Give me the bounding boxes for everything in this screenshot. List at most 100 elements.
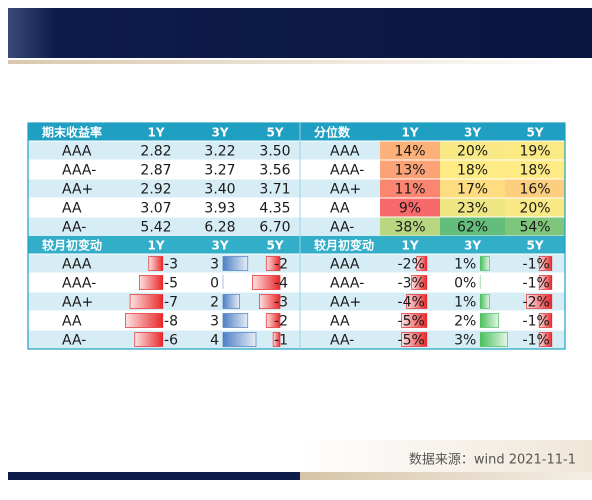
column-header: 5Y: [266, 239, 283, 253]
heat-cell: [380, 198, 440, 217]
data-bar-negative: [526, 294, 553, 309]
cell-value: -3: [164, 257, 178, 273]
cell-value: 3%: [454, 333, 476, 349]
column-header: 1Y: [401, 126, 418, 140]
cell-value: -2: [274, 314, 288, 330]
cell-value: 3.93: [204, 201, 235, 217]
column-header: 3Y: [464, 239, 481, 253]
cell-value: 9%: [399, 201, 421, 217]
data-bar-positive: [479, 332, 508, 347]
header-row: [28, 123, 300, 141]
column-header: 1Y: [401, 239, 418, 253]
cell-value: -3%: [398, 276, 425, 292]
cell-value: 6.28: [204, 220, 235, 236]
data-bar-positive: [222, 256, 249, 271]
heat-cell: [380, 179, 440, 198]
data-bar-positive: [479, 313, 499, 328]
heat-cell: [505, 141, 565, 160]
cell-value: 1%: [454, 295, 476, 311]
cell-value: 0%: [454, 276, 476, 292]
cell-value: 1%: [454, 257, 476, 273]
heat-cell: [440, 160, 505, 179]
row-label: AAA: [330, 257, 360, 273]
row-label: AA+: [330, 295, 361, 311]
data-bar-negative: [134, 332, 164, 347]
cell-value: 38%: [394, 220, 425, 236]
data-bar-negative: [538, 313, 553, 328]
column-header: 5Y: [266, 126, 283, 140]
cell-value: -1%: [523, 276, 550, 292]
cell-value: -6: [164, 333, 178, 349]
heat-cell: [505, 198, 565, 217]
cell-value: 2.82: [140, 144, 171, 160]
column-header: 1Y: [147, 126, 164, 140]
row-label: AA+: [62, 295, 93, 311]
cell-value: 3: [210, 257, 219, 273]
source-note: 数据来源：wind 2021-11-1: [409, 453, 576, 468]
cell-value: -2%: [523, 295, 550, 311]
table-border: [27, 122, 566, 350]
cell-value: 17%: [457, 182, 488, 198]
top-banner: [8, 8, 592, 58]
cell-value: 3: [210, 314, 219, 330]
cell-value: 2: [210, 295, 219, 311]
cell-value: -1%: [523, 314, 550, 330]
row-background: [300, 273, 565, 292]
row-label: AAA-: [62, 276, 96, 292]
heat-cell: [440, 217, 505, 236]
data-bar-negative: [125, 313, 164, 328]
row-background: [28, 160, 300, 179]
heat-cell: [380, 160, 440, 179]
header-title: 分位数: [314, 125, 351, 140]
data-bar-negative: [401, 313, 428, 328]
cell-value: -3: [274, 295, 288, 311]
data-bar-negative: [538, 332, 553, 347]
data-bar-negative: [139, 275, 164, 290]
cell-value: -1%: [523, 333, 550, 349]
row-label: AAA: [330, 144, 360, 160]
cell-value: 16%: [519, 182, 550, 198]
row-label: AA-: [62, 220, 86, 236]
column-header: 3Y: [464, 126, 481, 140]
row-label: AAA: [62, 257, 92, 273]
data-bar-negative: [259, 294, 281, 309]
data-bar-positive: [479, 256, 490, 271]
data-bar-negative: [148, 256, 164, 271]
table: 期末收益率 1Y 3Y 5Y AAA 2.82 3.22 3.50 AAA- 2.87 3.27 3.…: [27, 122, 566, 350]
heat-cell: [380, 141, 440, 160]
heat-cell: [440, 141, 505, 160]
row-background: [28, 217, 300, 236]
cell-value: 2%: [454, 314, 476, 330]
data-bar-negative: [416, 256, 428, 271]
data-bar-negative: [265, 256, 281, 271]
row-label: AAA-: [62, 163, 96, 179]
data-bar-negative: [411, 275, 428, 290]
cell-value: 20%: [457, 144, 488, 160]
cell-value: -1: [274, 333, 288, 349]
cell-value: 3.71: [259, 182, 290, 198]
heat-cell: [505, 160, 565, 179]
heat-cell: [440, 179, 505, 198]
cell-value: 18%: [519, 163, 550, 179]
cell-value: 11%: [394, 182, 425, 198]
cell-value: 54%: [519, 220, 550, 236]
header-title: 较月初变动: [314, 238, 374, 253]
row-background: [28, 179, 300, 198]
footer-bar-light: [300, 472, 592, 480]
cell-value: -2: [274, 257, 288, 273]
row-background: [28, 273, 300, 292]
cell-value: 19%: [519, 144, 550, 160]
column-header: 5Y: [526, 239, 543, 253]
cell-value: 6.70: [259, 220, 290, 236]
data-bar-negative: [538, 275, 553, 290]
row-label: AA-: [62, 333, 86, 349]
row-label: AA: [330, 201, 350, 217]
row-label: AAA-: [330, 276, 364, 292]
data-bar-negative: [401, 332, 428, 347]
column-header: 1Y: [147, 239, 164, 253]
cell-value: 13%: [394, 163, 425, 179]
data-bar-negative: [272, 332, 281, 347]
cell-value: 0: [210, 276, 219, 292]
row-label: AA: [62, 314, 82, 330]
